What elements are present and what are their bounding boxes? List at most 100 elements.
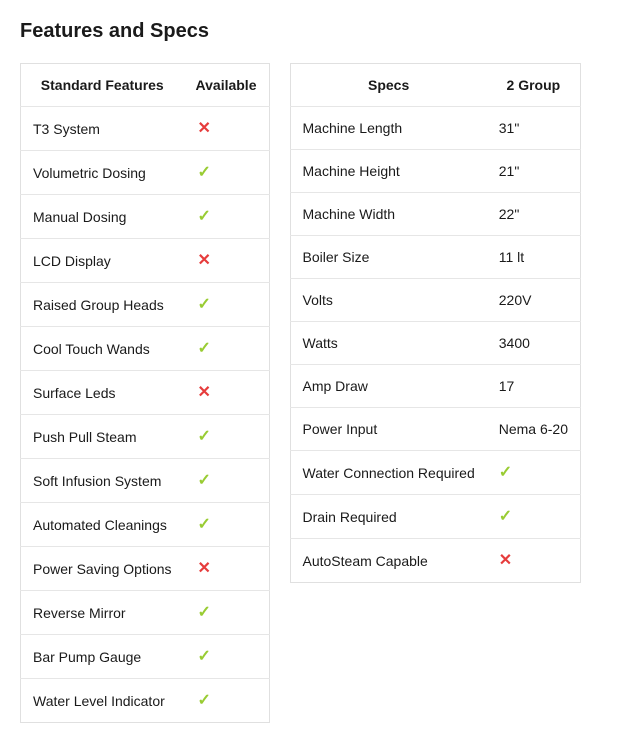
table-row: Surface Leds ✕ — [21, 371, 270, 415]
featuresTable-row-value: ✕ — [184, 239, 269, 283]
features-header-row: Standard Features Available — [21, 64, 270, 107]
table-row: Watts3400 — [290, 322, 581, 365]
specs-body: Machine Length31"Machine Height21"Machin… — [290, 107, 581, 583]
specsTable-row-value: Nema 6-20 — [487, 408, 581, 451]
specsTable-row-value: 17 — [487, 365, 581, 408]
check-icon: ✓ — [198, 208, 211, 225]
featuresTable-row-label: Power Saving Options — [21, 547, 184, 591]
table-row: Volts220V — [290, 279, 581, 322]
featuresTable-row-value: ✓ — [184, 327, 269, 371]
featuresTable-row-label: Soft Infusion System — [21, 459, 184, 503]
table-row: Power Saving Options ✕ — [21, 547, 270, 591]
featuresTable-row-value: ✕ — [184, 371, 269, 415]
featuresTable-row-label: T3 System — [21, 107, 184, 151]
featuresTable-row-value: ✓ — [184, 503, 269, 547]
specs-table: Specs 2 Group Machine Length31"Machine H… — [290, 63, 582, 583]
check-icon: ✓ — [198, 692, 211, 709]
table-row: Boiler Size11 lt — [290, 236, 581, 279]
specsTable-row-value: 22" — [487, 193, 581, 236]
specs-header-row: Specs 2 Group — [290, 64, 581, 107]
cross-icon: ✕ — [198, 252, 211, 269]
check-icon: ✓ — [198, 428, 211, 445]
featuresTable-row-label: LCD Display — [21, 239, 184, 283]
cross-icon: ✕ — [198, 560, 211, 577]
table-row: Reverse Mirror ✓ — [21, 591, 270, 635]
featuresTable-row-value: ✓ — [184, 459, 269, 503]
table-row: Volumetric Dosing ✓ — [21, 151, 270, 195]
featuresTable-row-label: Raised Group Heads — [21, 283, 184, 327]
check-icon: ✓ — [198, 296, 211, 313]
table-row: T3 System ✕ — [21, 107, 270, 151]
check-icon: ✓ — [198, 164, 211, 181]
check-icon: ✓ — [499, 508, 512, 525]
specsTable-row-value: ✓ — [487, 495, 581, 539]
table-row: Machine Height21" — [290, 150, 581, 193]
features-table: Standard Features Available T3 System ✕ Vo… — [20, 63, 270, 723]
specsTable-row-label: Machine Height — [290, 150, 487, 193]
table-row: Bar Pump Gauge ✓ — [21, 635, 270, 679]
specsTable-row-value: ✓ — [487, 451, 581, 495]
table-row: Drain Required ✓ — [290, 495, 581, 539]
featuresTable-row-label: Automated Cleanings — [21, 503, 184, 547]
specsTable-row-label: Power Input — [290, 408, 487, 451]
cross-icon: ✕ — [198, 120, 211, 137]
featuresTable-row-value: ✓ — [184, 591, 269, 635]
specsTable-row-label: Amp Draw — [290, 365, 487, 408]
table-row: AutoSteam Capable ✕ — [290, 539, 581, 583]
table-row: Raised Group Heads ✓ — [21, 283, 270, 327]
table-row: Cool Touch Wands ✓ — [21, 327, 270, 371]
specsTable-row-label: Watts — [290, 322, 487, 365]
specsTable-row-label: Drain Required — [290, 495, 487, 539]
features-header-value: Available — [184, 64, 269, 107]
check-icon: ✓ — [198, 340, 211, 357]
featuresTable-row-label: Volumetric Dosing — [21, 151, 184, 195]
specsTable-row-label: Volts — [290, 279, 487, 322]
cross-icon: ✕ — [499, 552, 512, 569]
specsTable-row-value: 220V — [487, 279, 581, 322]
featuresTable-row-value: ✕ — [184, 547, 269, 591]
check-icon: ✓ — [499, 464, 512, 481]
table-row: LCD Display ✕ — [21, 239, 270, 283]
specsTable-row-label: Machine Length — [290, 107, 487, 150]
table-row: Machine Length31" — [290, 107, 581, 150]
featuresTable-row-label: Push Pull Steam — [21, 415, 184, 459]
table-row: Automated Cleanings ✓ — [21, 503, 270, 547]
table-row: Push Pull Steam ✓ — [21, 415, 270, 459]
featuresTable-row-label: Reverse Mirror — [21, 591, 184, 635]
featuresTable-row-value: ✓ — [184, 679, 269, 723]
specs-header-label: Specs — [290, 64, 487, 107]
featuresTable-row-value: ✓ — [184, 635, 269, 679]
features-body: T3 System ✕ Volumetric Dosing ✓ Manual Dosin… — [21, 107, 270, 723]
page-title: Features and Specs — [20, 20, 616, 43]
table-row: Soft Infusion System ✓ — [21, 459, 270, 503]
specsTable-row-value: 11 lt — [487, 236, 581, 279]
features-header-label: Standard Features — [21, 64, 184, 107]
specsTable-row-value: 31" — [487, 107, 581, 150]
table-row: Amp Draw17 — [290, 365, 581, 408]
featuresTable-row-label: Water Level Indicator — [21, 679, 184, 723]
featuresTable-row-value: ✓ — [184, 195, 269, 239]
check-icon: ✓ — [198, 472, 211, 489]
featuresTable-row-value: ✓ — [184, 151, 269, 195]
specsTable-row-label: Water Connection Required — [290, 451, 487, 495]
featuresTable-row-value: ✓ — [184, 415, 269, 459]
check-icon: ✓ — [198, 516, 211, 533]
check-icon: ✓ — [198, 604, 211, 621]
specsTable-row-label: AutoSteam Capable — [290, 539, 487, 583]
cross-icon: ✕ — [198, 384, 211, 401]
specs-header-value: 2 Group — [487, 64, 581, 107]
featuresTable-row-label: Manual Dosing — [21, 195, 184, 239]
featuresTable-row-value: ✓ — [184, 283, 269, 327]
featuresTable-row-label: Bar Pump Gauge — [21, 635, 184, 679]
table-row: Water Connection Required ✓ — [290, 451, 581, 495]
check-icon: ✓ — [198, 648, 211, 665]
featuresTable-row-label: Cool Touch Wands — [21, 327, 184, 371]
tables-container: Standard Features Available T3 System ✕ Vo… — [20, 63, 616, 723]
featuresTable-row-label: Surface Leds — [21, 371, 184, 415]
featuresTable-row-value: ✕ — [184, 107, 269, 151]
specsTable-row-value: ✕ — [487, 539, 581, 583]
table-row: Power InputNema 6-20 — [290, 408, 581, 451]
specsTable-row-label: Machine Width — [290, 193, 487, 236]
specsTable-row-label: Boiler Size — [290, 236, 487, 279]
table-row: Machine Width22" — [290, 193, 581, 236]
